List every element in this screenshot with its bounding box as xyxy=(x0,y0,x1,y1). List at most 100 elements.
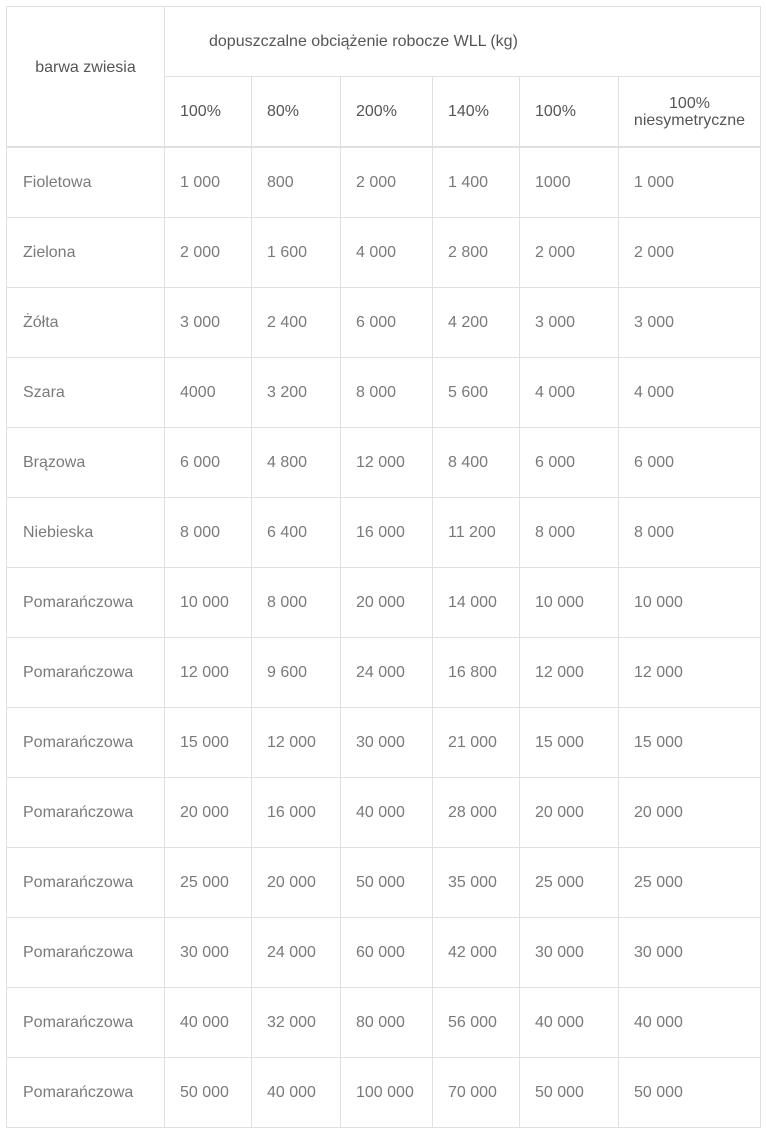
table-row: Pomarańczowa 25 000 20 000 50 000 35 000 25 0… xyxy=(6,847,761,918)
table-row: Pomarańczowa 10 000 8 000 20 000 14 000 10 00… xyxy=(6,567,761,638)
header-column: 100% niesymetryczne xyxy=(618,76,761,148)
cell-wll-value: 1 000 xyxy=(164,146,252,218)
cell-wll-value: 15 000 xyxy=(164,707,252,778)
cell-wll-value: 56 000 xyxy=(432,987,520,1058)
cell-wll-value: 16 000 xyxy=(251,777,341,848)
cell-wll-value: 12 000 xyxy=(519,637,619,708)
cell-wll-value: 8 000 xyxy=(251,567,341,638)
cell-wll-value: 35 000 xyxy=(432,847,520,918)
cell-wll-value: 20 000 xyxy=(164,777,252,848)
header-column: 80% xyxy=(251,76,341,148)
header-wll-group: dopuszczalne obciążenie robocze WLL (kg) xyxy=(164,6,761,77)
cell-wll-value: 4 200 xyxy=(432,287,520,358)
cell-wll-value: 4 000 xyxy=(340,217,433,288)
cell-wll-value: 8 000 xyxy=(164,497,252,568)
cell-color-name: Pomarańczowa xyxy=(6,637,165,708)
cell-wll-value: 20 000 xyxy=(251,847,341,918)
table-row: Fioletowa 1 000 800 2 000 1 400 1000 1 000 xyxy=(6,146,761,218)
cell-wll-value: 3 200 xyxy=(251,357,341,428)
cell-color-name: Szara xyxy=(6,357,165,428)
cell-wll-value: 10 000 xyxy=(164,567,252,638)
wll-table: barwa zwiesia dopuszczalne obciążenie ro… xyxy=(6,6,761,1128)
cell-wll-value: 30 000 xyxy=(164,917,252,988)
table-row: Szara 4000 3 200 8 000 5 600 4 000 4 000 xyxy=(6,357,761,428)
header-sling-color: barwa zwiesia xyxy=(6,6,165,148)
cell-wll-value: 3 000 xyxy=(519,287,619,358)
table-row: Pomarańczowa 20 000 16 000 40 000 28 000 20 0… xyxy=(6,777,761,848)
header-column: 140% xyxy=(432,76,520,148)
cell-wll-value: 28 000 xyxy=(432,777,520,848)
cell-wll-value: 50 000 xyxy=(618,1057,761,1128)
cell-color-name: Pomarańczowa xyxy=(6,847,165,918)
cell-color-name: Żółta xyxy=(6,287,165,358)
table-row: Pomarańczowa 12 000 9 600 24 000 16 800 12 00… xyxy=(6,637,761,708)
cell-wll-value: 80 000 xyxy=(340,987,433,1058)
cell-wll-value: 100 000 xyxy=(340,1057,433,1128)
table-row: Zielona 2 000 1 600 4 000 2 800 2 000 2 000 xyxy=(6,217,761,288)
cell-wll-value: 30 000 xyxy=(618,917,761,988)
cell-wll-value: 4000 xyxy=(164,357,252,428)
cell-wll-value: 10 000 xyxy=(519,567,619,638)
table-row: Pomarańczowa 30 000 24 000 60 000 42 000 30 0… xyxy=(6,917,761,988)
cell-wll-value: 50 000 xyxy=(340,847,433,918)
cell-wll-value: 1 000 xyxy=(618,146,761,218)
cell-color-name: Niebieska xyxy=(6,497,165,568)
table-row: Pomarańczowa 40 000 32 000 80 000 56 000 40 0… xyxy=(6,987,761,1058)
cell-wll-value: 20 000 xyxy=(519,777,619,848)
cell-wll-value: 3 000 xyxy=(618,287,761,358)
cell-wll-value: 40 000 xyxy=(340,777,433,848)
cell-wll-value: 2 000 xyxy=(164,217,252,288)
cell-wll-value: 2 000 xyxy=(340,146,433,218)
cell-wll-value: 1 600 xyxy=(251,217,341,288)
cell-wll-value: 40 000 xyxy=(164,987,252,1058)
table-row: Żółta 3 000 2 400 6 000 4 200 3 000 3 000 xyxy=(6,287,761,358)
cell-wll-value: 3 000 xyxy=(164,287,252,358)
cell-wll-value: 2 800 xyxy=(432,217,520,288)
cell-wll-value: 4 000 xyxy=(618,357,761,428)
cell-color-name: Fioletowa xyxy=(6,146,165,218)
cell-wll-value: 50 000 xyxy=(164,1057,252,1128)
cell-wll-value: 4 800 xyxy=(251,427,341,498)
cell-wll-value: 9 600 xyxy=(251,637,341,708)
table-row: Niebieska 8 000 6 400 16 000 11 200 8 000 8 00… xyxy=(6,497,761,568)
cell-wll-value: 25 000 xyxy=(618,847,761,918)
cell-wll-value: 40 000 xyxy=(618,987,761,1058)
cell-color-name: Brązowa xyxy=(6,427,165,498)
cell-wll-value: 4 000 xyxy=(519,357,619,428)
cell-wll-value: 8 000 xyxy=(340,357,433,428)
cell-color-name: Pomarańczowa xyxy=(6,917,165,988)
cell-wll-value: 60 000 xyxy=(340,917,433,988)
cell-wll-value: 30 000 xyxy=(519,917,619,988)
cell-wll-value: 1000 xyxy=(519,146,619,218)
table-row: Pomarańczowa 50 000 40 000 100 000 70 000 50 … xyxy=(6,1057,761,1128)
cell-wll-value: 12 000 xyxy=(164,637,252,708)
cell-wll-value: 20 000 xyxy=(340,567,433,638)
cell-wll-value: 1 400 xyxy=(432,146,520,218)
cell-wll-value: 16 000 xyxy=(340,497,433,568)
cell-wll-value: 15 000 xyxy=(519,707,619,778)
cell-wll-value: 6 400 xyxy=(251,497,341,568)
cell-wll-value: 8 400 xyxy=(432,427,520,498)
cell-wll-value: 25 000 xyxy=(164,847,252,918)
cell-wll-value: 6 000 xyxy=(618,427,761,498)
cell-color-name: Zielona xyxy=(6,217,165,288)
cell-wll-value: 15 000 xyxy=(618,707,761,778)
cell-color-name: Pomarańczowa xyxy=(6,987,165,1058)
header-column: 100% xyxy=(519,76,619,148)
cell-wll-value: 6 000 xyxy=(519,427,619,498)
cell-wll-value: 11 200 xyxy=(432,497,520,568)
cell-color-name: Pomarańczowa xyxy=(6,777,165,848)
cell-wll-value: 21 000 xyxy=(432,707,520,778)
header-column: 200% xyxy=(340,76,433,148)
cell-wll-value: 8 000 xyxy=(519,497,619,568)
cell-color-name: Pomarańczowa xyxy=(6,707,165,778)
cell-wll-value: 32 000 xyxy=(251,987,341,1058)
cell-wll-value: 2 400 xyxy=(251,287,341,358)
table-row: Brązowa 6 000 4 800 12 000 8 400 6 000 6 000 xyxy=(6,427,761,498)
cell-wll-value: 50 000 xyxy=(519,1057,619,1128)
cell-wll-value: 2 000 xyxy=(519,217,619,288)
cell-wll-value: 40 000 xyxy=(251,1057,341,1128)
cell-wll-value: 10 000 xyxy=(618,567,761,638)
cell-wll-value: 8 000 xyxy=(618,497,761,568)
table-row: Pomarańczowa 15 000 12 000 30 000 21 000 15 0… xyxy=(6,707,761,778)
